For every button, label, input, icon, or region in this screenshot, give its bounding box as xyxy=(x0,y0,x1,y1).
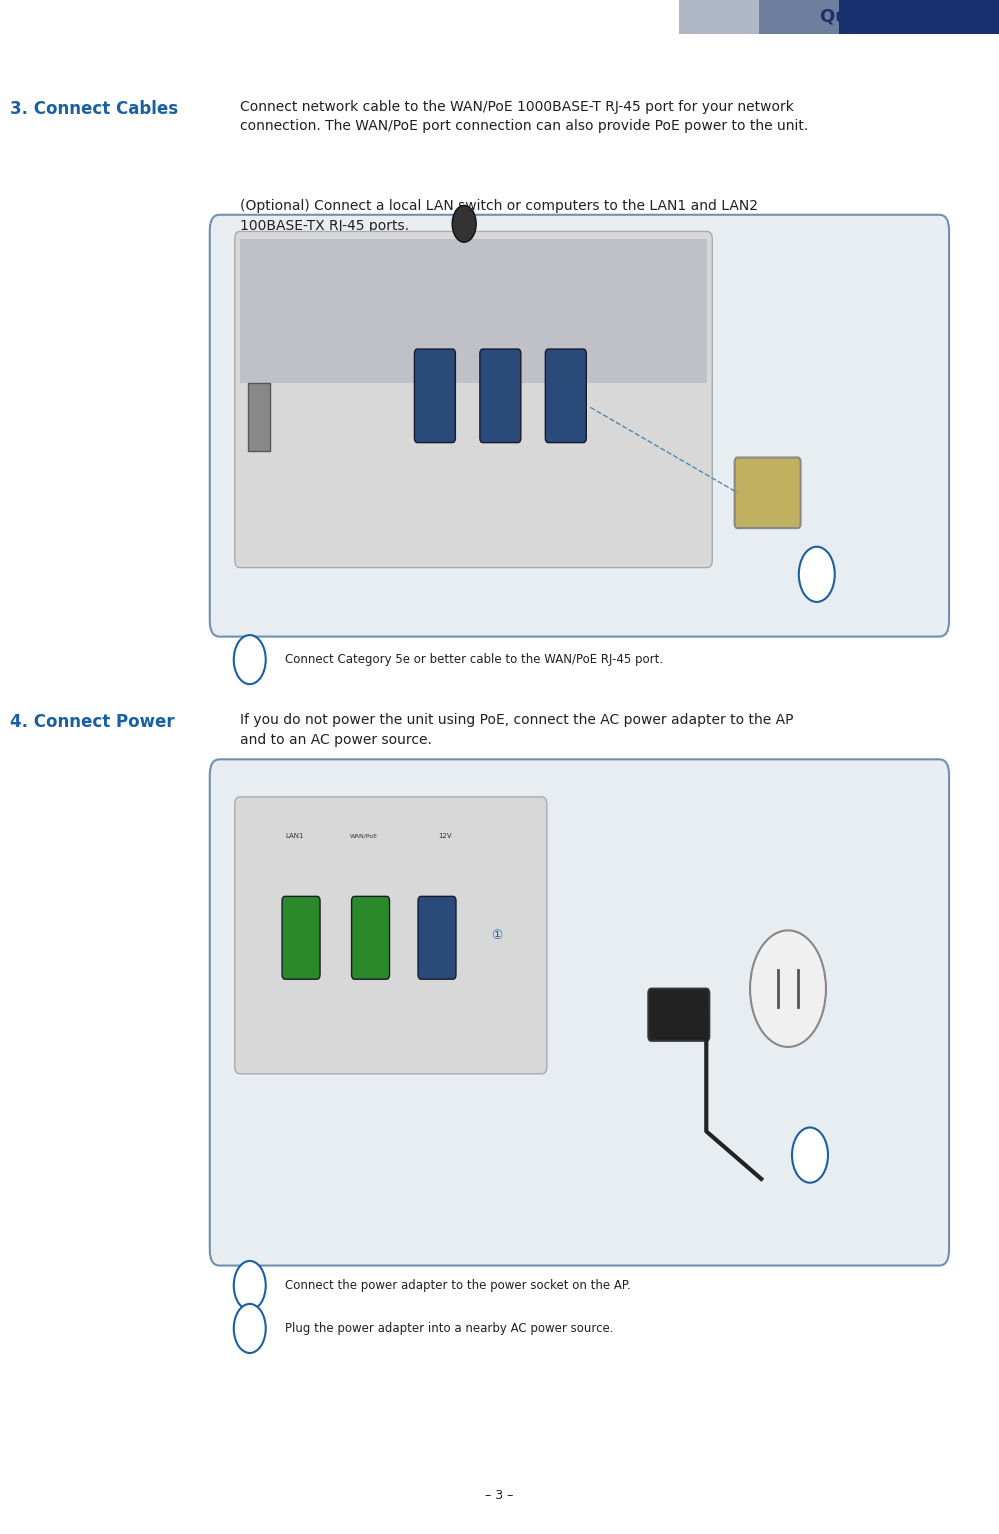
Text: WAN/PoE: WAN/PoE xyxy=(350,833,378,839)
FancyBboxPatch shape xyxy=(210,215,949,637)
Circle shape xyxy=(799,546,835,601)
Text: 2: 2 xyxy=(246,1324,254,1333)
FancyBboxPatch shape xyxy=(282,896,320,979)
FancyBboxPatch shape xyxy=(418,896,456,979)
FancyBboxPatch shape xyxy=(480,350,520,443)
Text: Connect network cable to the WAN/PoE 1000BASE-T RJ-45 port for your network
conn: Connect network cable to the WAN/PoE 100… xyxy=(240,100,808,133)
Circle shape xyxy=(234,1304,266,1353)
Text: 1: 1 xyxy=(246,655,254,664)
Text: Plug the power adapter into a nearby AC power source.: Plug the power adapter into a nearby AC … xyxy=(285,1322,613,1335)
Circle shape xyxy=(453,206,477,242)
Text: (Optional) Connect a local LAN switch or computers to the LAN1 and LAN2
100BASE-: (Optional) Connect a local LAN switch or… xyxy=(240,199,758,233)
Text: 4. Connect Power: 4. Connect Power xyxy=(10,713,175,732)
Text: Quick Start Guide: Quick Start Guide xyxy=(820,8,999,26)
FancyBboxPatch shape xyxy=(839,0,999,34)
Circle shape xyxy=(792,1127,828,1183)
FancyBboxPatch shape xyxy=(648,988,709,1040)
Text: Connect Category 5e or better cable to the WAN/PoE RJ-45 port.: Connect Category 5e or better cable to t… xyxy=(285,653,663,666)
FancyBboxPatch shape xyxy=(679,0,759,34)
Circle shape xyxy=(750,930,826,1046)
Text: 2: 2 xyxy=(806,1150,814,1160)
FancyBboxPatch shape xyxy=(235,798,546,1074)
FancyBboxPatch shape xyxy=(545,350,586,443)
Text: – 3 –: – 3 – xyxy=(486,1490,513,1502)
Text: 1: 1 xyxy=(813,569,820,580)
FancyBboxPatch shape xyxy=(235,232,712,568)
Text: 3. Connect Cables: 3. Connect Cables xyxy=(10,100,178,118)
FancyBboxPatch shape xyxy=(759,0,839,34)
Circle shape xyxy=(234,635,266,684)
Text: 1: 1 xyxy=(246,1281,254,1290)
Text: ①: ① xyxy=(491,930,502,942)
Text: 12V: 12V xyxy=(439,833,452,839)
Text: If you do not power the unit using PoE, connect the AC power adapter to the AP
a: If you do not power the unit using PoE, … xyxy=(240,713,793,747)
FancyBboxPatch shape xyxy=(240,239,707,384)
FancyBboxPatch shape xyxy=(352,896,390,979)
FancyBboxPatch shape xyxy=(248,384,270,451)
FancyBboxPatch shape xyxy=(210,759,949,1266)
Text: Connect the power adapter to the power socket on the AP.: Connect the power adapter to the power s… xyxy=(285,1279,630,1292)
FancyBboxPatch shape xyxy=(734,457,800,528)
Text: LAN1: LAN1 xyxy=(285,833,304,839)
Circle shape xyxy=(234,1261,266,1310)
FancyBboxPatch shape xyxy=(415,350,456,443)
